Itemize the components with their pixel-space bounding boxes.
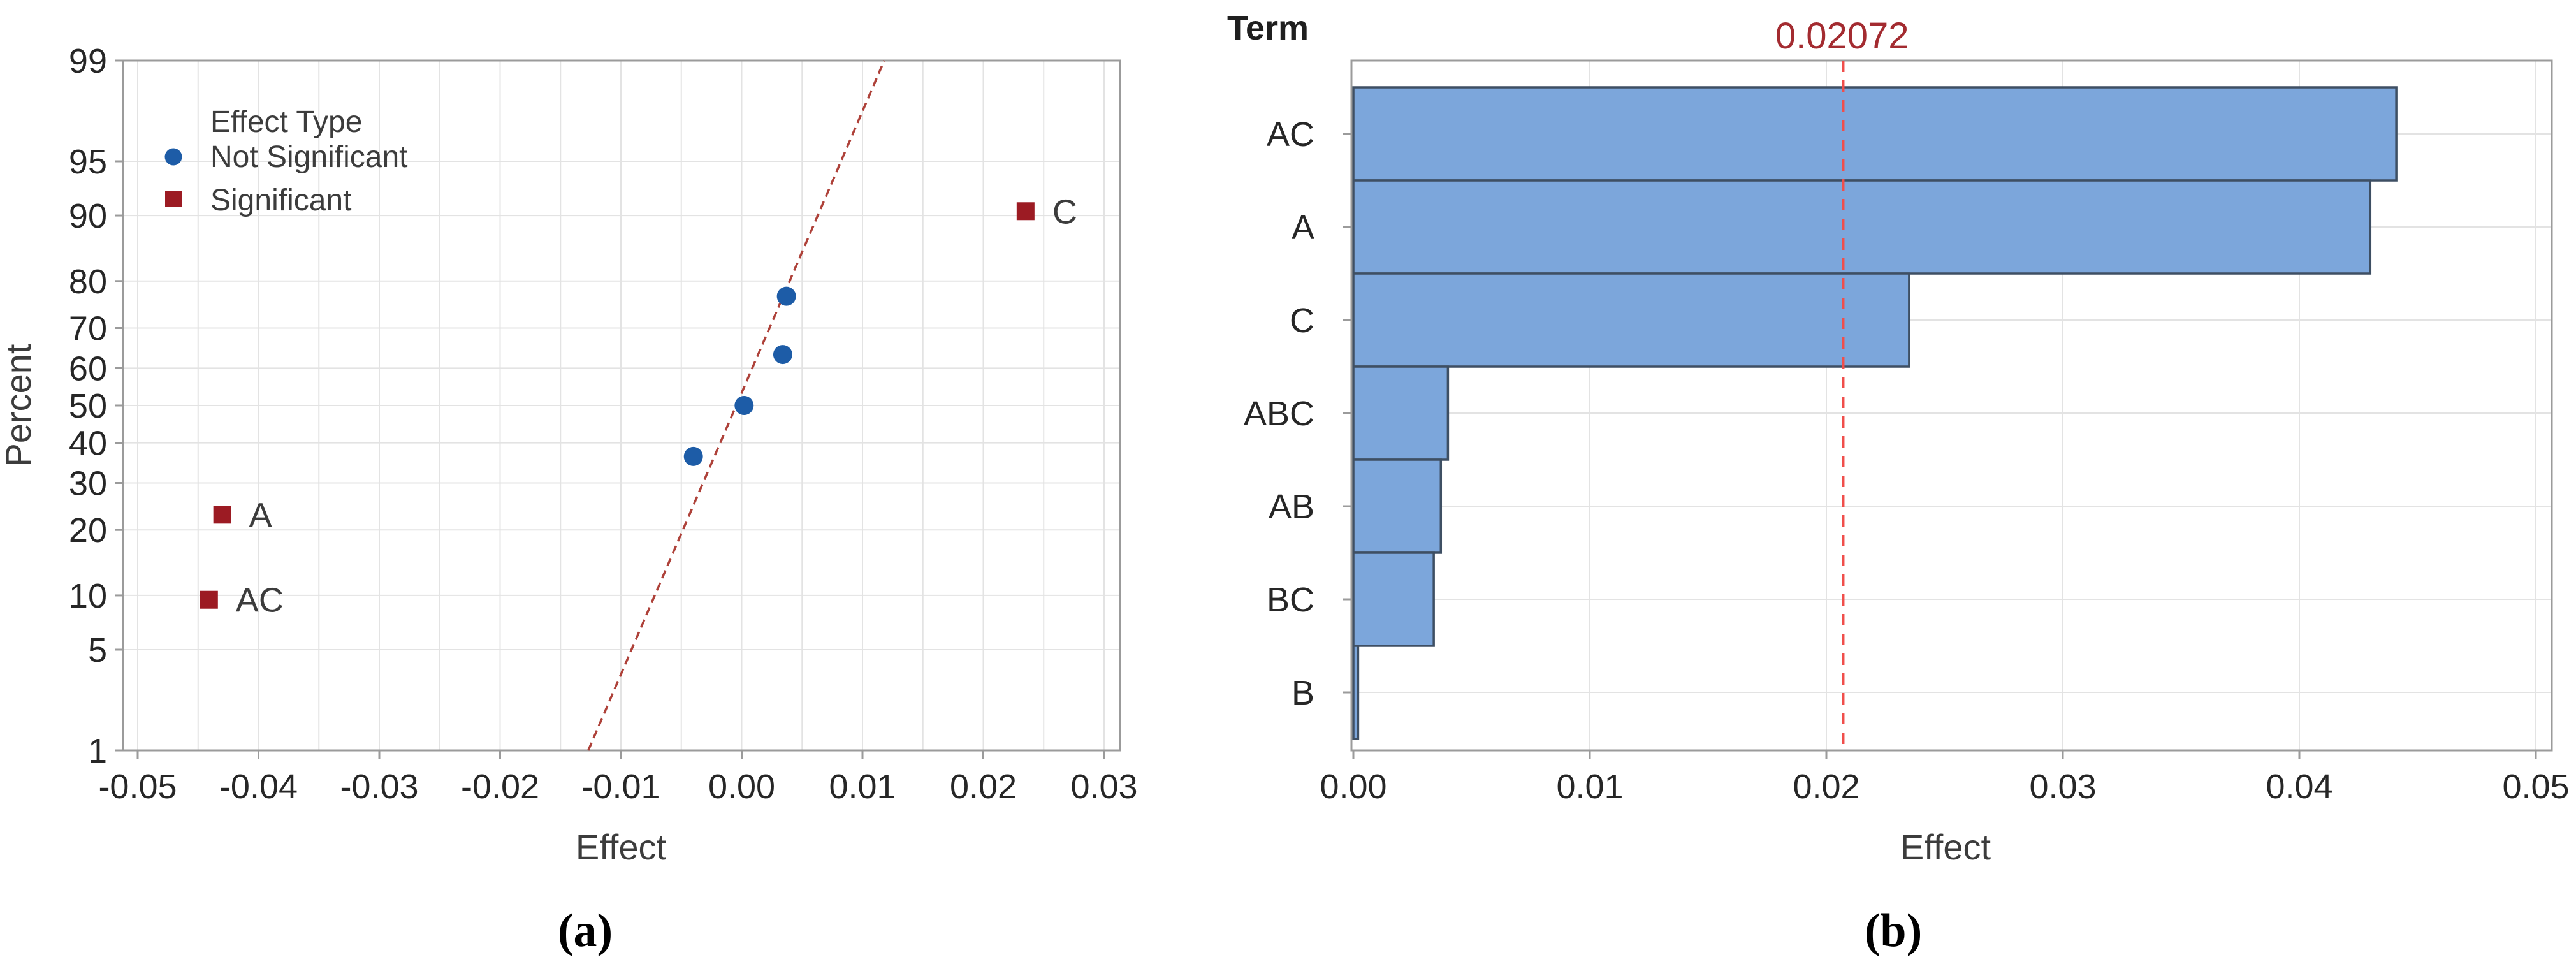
point-label-A: A [249,496,272,534]
bar-AB [1352,458,1443,554]
y-tick-label: 60 [69,349,107,388]
point-significant-AC [200,590,218,609]
category-label-ABC: ABC [1244,395,1314,433]
x-tick-label: 0.03 [1070,768,1137,806]
x-axis-title-a: Effect [576,827,667,867]
bar-ABC [1352,365,1450,461]
bar-AC [1352,86,2398,182]
point-label-AC: AC [236,581,284,620]
category-label-AB: AB [1269,488,1314,526]
y-tick-label: 20 [69,511,107,550]
bar-BC [1352,551,1435,647]
x-tick-label: -0.02 [461,768,539,806]
caption-b: (b) [1864,905,1923,957]
x-tick-label: -0.01 [581,768,660,806]
bars [1352,86,2398,740]
y-axis-title-a: Percent [0,344,38,467]
y-tick-label: 70 [69,309,107,347]
x-tick-label: 0.00 [1320,768,1386,806]
x-tick-label: 0.00 [708,768,775,806]
y-tick-label: 50 [69,387,107,425]
legend-not-significant-icon [164,148,182,166]
point-not-significant [776,286,796,306]
x-tick-label: -0.04 [219,768,298,806]
bar-B [1352,645,1360,740]
x-tick-label: -0.05 [98,768,177,806]
reference-line-label: 0.02072 [1775,15,1909,57]
category-label-AC: AC [1267,115,1314,154]
x-tick-label: 0.02 [950,768,1017,806]
axes-a: -0.05 -0.04 -0.03 -0.02 -0.01 0.00 0.01 0.02 0.0… [69,42,1138,806]
y-tick-label: 10 [69,577,107,615]
x-axis-title-b: Effect [1900,827,1991,867]
point-significant-C [1016,202,1035,221]
category-label-B: B [1292,674,1314,712]
y-tick-label: 80 [69,263,107,301]
bar-A [1352,179,2372,275]
x-tick-label: 0.04 [2266,768,2332,806]
point-not-significant [773,345,792,365]
y-tick-label: 1 [88,732,107,770]
category-label-A: A [1292,208,1314,247]
legend-not-significant-label: Not Significant [210,140,408,174]
y-tick-label: 99 [69,42,107,80]
x-tick-label: -0.03 [340,768,418,806]
point-not-significant [683,446,703,466]
caption-a: (a) [557,905,613,957]
category-label-C: C [1290,302,1314,340]
x-tick-label: 0.01 [1556,768,1623,806]
bar-C [1352,272,1910,368]
legend-significant-icon [165,191,182,207]
legend-title: Effect Type [210,105,362,139]
x-tick-label: 0.01 [829,768,896,806]
y-tick-label: 30 [69,465,107,503]
point-label-C: C [1052,193,1077,231]
y-tick-label: 5 [88,631,107,669]
legend-significant-label: Significant [210,184,351,217]
plot-border-b [1350,59,2553,752]
point-significant-A [213,506,231,524]
y-tick-label: 95 [69,143,107,181]
point-not-significant [734,396,754,415]
category-label-BC: BC [1267,581,1314,619]
x-tick-label: 0.02 [1793,768,1859,806]
x-tick-label: 0.05 [2502,768,2569,806]
y-tick-label: 90 [69,197,107,235]
y-tick-label: 40 [69,425,107,463]
x-tick-label: 0.03 [2029,768,2096,806]
term-axis-title: Term [1227,9,1309,47]
